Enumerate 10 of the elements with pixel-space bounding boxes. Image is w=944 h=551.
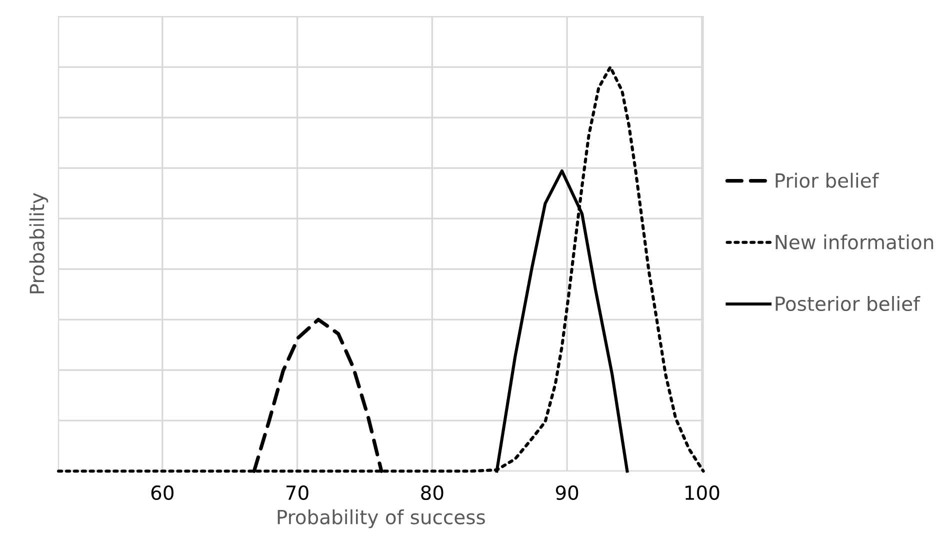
x-tick-label: 90 [556,485,578,500]
x-tick-label: 70 [286,485,308,500]
legend-label: New information [776,234,934,250]
x-tick-label: 80 [421,485,444,500]
x-tick-label: 60 [151,485,174,500]
x-tick-label: 100 [686,485,720,500]
y-axis-title: Probability [29,193,48,294]
legend-label: Posterior belief [776,296,920,312]
legend-label: Prior belief [776,172,880,188]
x-axis-title: Probability of success [278,509,485,528]
